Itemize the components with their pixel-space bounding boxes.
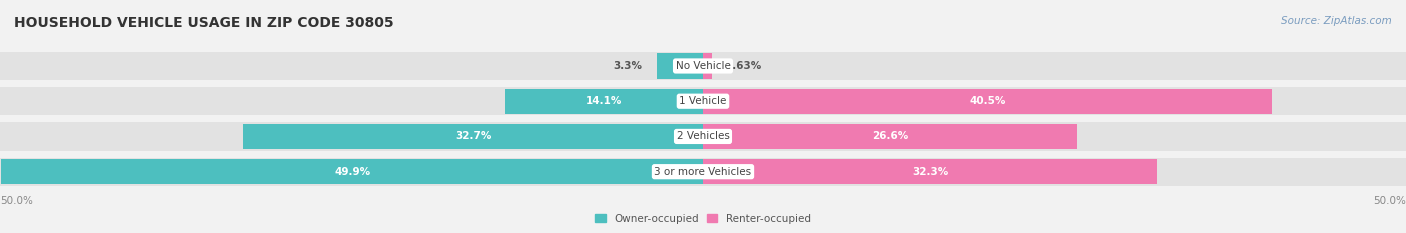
- Text: Source: ZipAtlas.com: Source: ZipAtlas.com: [1281, 16, 1392, 26]
- Text: 14.1%: 14.1%: [586, 96, 621, 106]
- Text: 50.0%: 50.0%: [1374, 196, 1406, 206]
- Text: 49.9%: 49.9%: [335, 167, 370, 177]
- Bar: [0, 158, 1406, 186]
- Bar: [0, 87, 1406, 115]
- Bar: [657, 53, 703, 79]
- Text: 40.5%: 40.5%: [970, 96, 1005, 106]
- Text: 3.3%: 3.3%: [613, 61, 643, 71]
- Bar: [505, 89, 703, 114]
- Text: 50.0%: 50.0%: [0, 196, 32, 206]
- Legend: Owner-occupied, Renter-occupied: Owner-occupied, Renter-occupied: [591, 209, 815, 228]
- Bar: [703, 53, 711, 79]
- Bar: [1, 159, 703, 184]
- Bar: [0, 52, 1406, 80]
- Text: 1 Vehicle: 1 Vehicle: [679, 96, 727, 106]
- Bar: [0, 122, 1406, 151]
- Text: 32.3%: 32.3%: [912, 167, 948, 177]
- Bar: [703, 89, 1272, 114]
- Bar: [243, 124, 703, 149]
- Text: No Vehicle: No Vehicle: [675, 61, 731, 71]
- Text: 32.7%: 32.7%: [456, 131, 491, 141]
- Bar: [703, 124, 1077, 149]
- Text: 26.6%: 26.6%: [872, 131, 908, 141]
- Text: 3 or more Vehicles: 3 or more Vehicles: [654, 167, 752, 177]
- Text: 0.63%: 0.63%: [725, 61, 762, 71]
- Text: 2 Vehicles: 2 Vehicles: [676, 131, 730, 141]
- Bar: [703, 159, 1157, 184]
- Text: HOUSEHOLD VEHICLE USAGE IN ZIP CODE 30805: HOUSEHOLD VEHICLE USAGE IN ZIP CODE 3080…: [14, 16, 394, 30]
